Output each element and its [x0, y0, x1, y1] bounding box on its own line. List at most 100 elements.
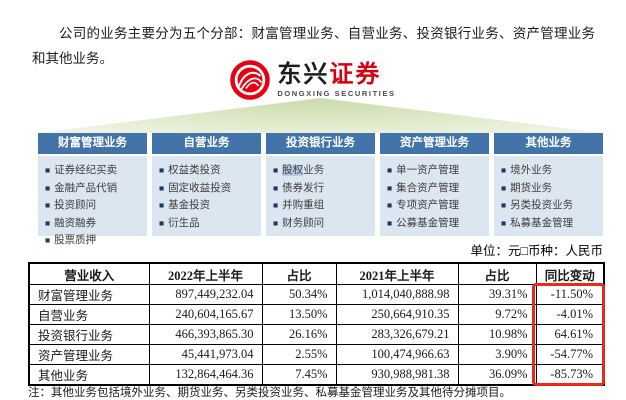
- yoy-change: -85.73%: [535, 364, 605, 386]
- segment-column-wealth-management: 财富管理业务 ■ 证券经纪买卖 ■ 金融产品代销 ■ 投资顾问 ■ 融资融券 ■ 股票质押: [38, 133, 147, 246]
- bullet-square-icon: ■: [273, 200, 279, 210]
- segment-column-investment-banking: 投资银行业务 ■ 股权业务 ■ 债券发行 ■ 并购重组 ■ 财务顾问: [266, 133, 375, 236]
- value-2022: 897,449,232.04: [148, 284, 263, 305]
- segment-header: 其他业务: [494, 133, 603, 154]
- segment-item-label: 集合资产管理: [396, 182, 460, 194]
- value-2022: 45,441,973.04: [148, 344, 263, 365]
- share-2022: 7.45%: [261, 364, 337, 386]
- share-2022: 50.34%: [261, 284, 337, 305]
- col-header-share-2022: 占比: [261, 262, 337, 285]
- row-label: 投资银行业务: [28, 324, 150, 345]
- table-row: 投资银行业务 466,393,865.30 26.16% 283,326,679…: [28, 324, 605, 345]
- segment-header: 财富管理业务: [38, 133, 147, 154]
- bullet-square-icon: ■: [45, 182, 51, 193]
- share-2022: 13.50%: [261, 304, 337, 325]
- bullet-square-icon: ■: [501, 182, 507, 193]
- unit-currency-label: 单位：元□币种：人民币: [470, 244, 603, 258]
- segment-item-label: 基金投资: [168, 200, 211, 211]
- segment-item: ■ 期货业务: [501, 180, 599, 198]
- value-2021: 283,326,679.21: [335, 324, 459, 345]
- segment-item-label: 财务顾问: [282, 217, 325, 229]
- segment-item: ■ 财务顾问: [273, 215, 371, 233]
- segment-item: ■ 金融产品代销: [45, 180, 143, 198]
- business-segments-diagram: 财富管理业务 ■ 证券经纪买卖 ■ 金融产品代销 ■ 投资顾问 ■ 融资融券 ■ 股票质押…: [38, 133, 603, 246]
- segment-item-label: 股权业务: [282, 163, 324, 180]
- dongxing-logo: 东兴证券 DONGXING SECURITIES: [0, 60, 626, 100]
- logo-text: 东兴证券 DONGXING SECURITIES: [277, 62, 396, 99]
- col-header-2022h1: 2022年上半年: [148, 262, 263, 285]
- bullet-square-icon: ■: [501, 200, 507, 210]
- bullet-square-icon: ■: [159, 182, 165, 193]
- value-2022: 466,393,865.30: [148, 324, 263, 345]
- col-header-yoy-change: 同比变动: [535, 262, 605, 285]
- segment-item: ■ 基金投资: [159, 197, 257, 215]
- segment-item: ■ 权益类投资: [159, 162, 257, 180]
- segment-item: ■ 集合资产管理: [387, 180, 485, 198]
- bullet-square-icon: ■: [159, 200, 165, 210]
- segment-item: ■ 另类投资业务: [501, 197, 599, 215]
- segment-item-label: 单一资产管理: [396, 165, 460, 176]
- segment-item-label: 境外业务: [510, 165, 553, 176]
- bullet-square-icon: ■: [45, 200, 51, 210]
- row-label: 其他业务: [28, 364, 150, 386]
- segment-item-label: 公募基金管理: [396, 217, 460, 229]
- bullet-square-icon: ■: [45, 217, 51, 228]
- bullet-square-icon: ■: [45, 165, 51, 175]
- share-2022: 2.55%: [261, 344, 337, 365]
- segment-item: ■ 单一资产管理: [387, 162, 485, 180]
- yoy-change: -4.01%: [535, 304, 605, 325]
- segment-item: ■ 衍生品: [159, 215, 257, 233]
- logo-subtitle: DONGXING SECURITIES: [277, 89, 396, 98]
- yoy-change: -54.77%: [535, 344, 605, 365]
- segment-item-list: ■ 单一资产管理 ■ 集合资产管理 ■ 专项资产管理 ■ 公募基金管理: [380, 156, 489, 236]
- bullet-square-icon: ■: [387, 182, 393, 193]
- segment-item-label: 固定收益投资: [168, 182, 232, 194]
- bullet-square-icon: ■: [273, 165, 279, 175]
- logo-name-red: 证券: [329, 61, 382, 88]
- logo-name-cn: 东兴证券: [277, 62, 381, 88]
- revenue-table: 营业收入 2022年上半年 占比 2021年上半年 占比 同比变动 财富管理业务…: [28, 262, 605, 386]
- share-2021: 36.09%: [457, 364, 537, 386]
- value-2022: 132,864,464.36: [148, 364, 263, 386]
- segment-item-list: ■ 境外业务 ■ 期货业务 ■ 另类投资业务 ■ 私募基金管理: [494, 156, 603, 236]
- value-2021: 1,014,040,888.98: [335, 284, 459, 305]
- share-2022: 26.16%: [261, 324, 337, 345]
- segment-item-list: ■ 权益类投资 ■ 固定收益投资 ■ 基金投资 ■ 衍生品: [152, 156, 261, 236]
- segment-item-list: ■ 股权业务 ■ 债券发行 ■ 并购重组 ■ 财务顾问: [266, 156, 375, 236]
- segment-item-label: 证券经纪买卖: [54, 165, 118, 176]
- segment-item: ■ 境外业务: [501, 162, 599, 180]
- row-label: 自营业务: [28, 304, 150, 325]
- table-header-row: 营业收入 2022年上半年 占比 2021年上半年 占比 同比变动: [28, 262, 605, 285]
- bullet-square-icon: ■: [273, 182, 279, 193]
- logo-name-black: 东兴: [277, 61, 330, 88]
- col-header-share-2021: 占比: [457, 262, 537, 285]
- value-2022: 240,604,165.67: [148, 304, 263, 325]
- segment-item: ■ 私募基金管理: [501, 215, 599, 233]
- text-selection-highlight: 股权: [282, 165, 304, 176]
- value-2021: 100,474,966.63: [335, 344, 459, 365]
- segment-item-label: 股票质押: [54, 235, 97, 246]
- segment-item-label: 投资顾问: [54, 200, 97, 211]
- bullet-square-icon: ■: [45, 235, 51, 245]
- segment-item-label-rest: 业务: [303, 165, 325, 176]
- segment-item-label: 私募基金管理: [510, 217, 574, 229]
- bullet-square-icon: ■: [501, 217, 507, 228]
- segment-column-asset-management: 资产管理业务 ■ 单一资产管理 ■ 集合资产管理 ■ 专项资产管理 ■ 公募基金管理: [380, 133, 489, 236]
- segment-item-label: 专项资产管理: [396, 200, 460, 211]
- segment-item-label: 权益类投资: [168, 165, 221, 176]
- bullet-square-icon: ■: [159, 165, 165, 175]
- segment-column-other-business: 其他业务 ■ 境外业务 ■ 期货业务 ■ 另类投资业务 ■ 私募基金管理: [494, 133, 603, 236]
- share-2021: 9.72%: [457, 304, 537, 325]
- segment-item: ■ 公募基金管理: [387, 215, 485, 233]
- table-row: 资产管理业务 45,441,973.04 2.55% 100,474,966.6…: [28, 344, 605, 365]
- value-2021: 930,988,981.38: [335, 364, 459, 386]
- segment-item-label: 并购重组: [282, 200, 325, 211]
- segment-item-label: 债券发行: [282, 182, 325, 194]
- segment-item: ■ 并购重组: [273, 197, 371, 215]
- segment-item-label: 另类投资业务: [510, 200, 574, 211]
- segment-item-label: 期货业务: [510, 182, 553, 194]
- bullet-square-icon: ■: [387, 217, 393, 228]
- segment-item: ■ 固定收益投资: [159, 180, 257, 198]
- col-header-2021h1: 2021年上半年: [335, 262, 459, 285]
